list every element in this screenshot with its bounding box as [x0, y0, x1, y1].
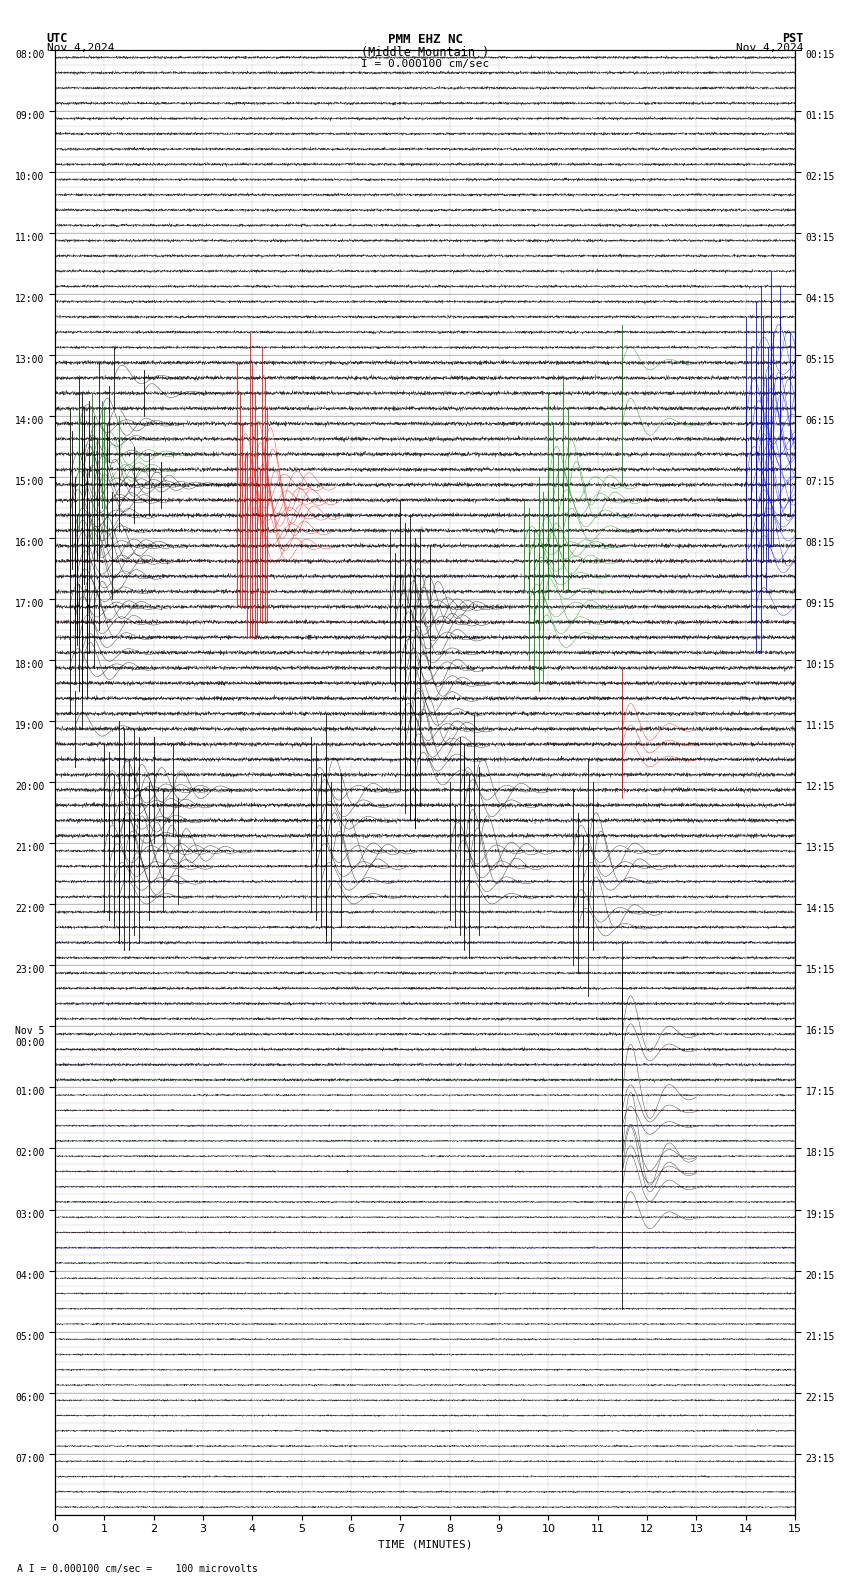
Text: Nov 4,2024: Nov 4,2024: [736, 43, 803, 52]
Text: PST: PST: [782, 32, 803, 44]
Text: A I = 0.000100 cm/sec =    100 microvolts: A I = 0.000100 cm/sec = 100 microvolts: [17, 1565, 258, 1574]
Text: UTC: UTC: [47, 32, 68, 44]
Text: (Middle Mountain ): (Middle Mountain ): [361, 46, 489, 59]
Text: Nov 4,2024: Nov 4,2024: [47, 43, 114, 52]
X-axis label: TIME (MINUTES): TIME (MINUTES): [377, 1540, 473, 1551]
Text: PMM EHZ NC: PMM EHZ NC: [388, 33, 462, 46]
Text: I = 0.000100 cm/sec: I = 0.000100 cm/sec: [361, 59, 489, 68]
